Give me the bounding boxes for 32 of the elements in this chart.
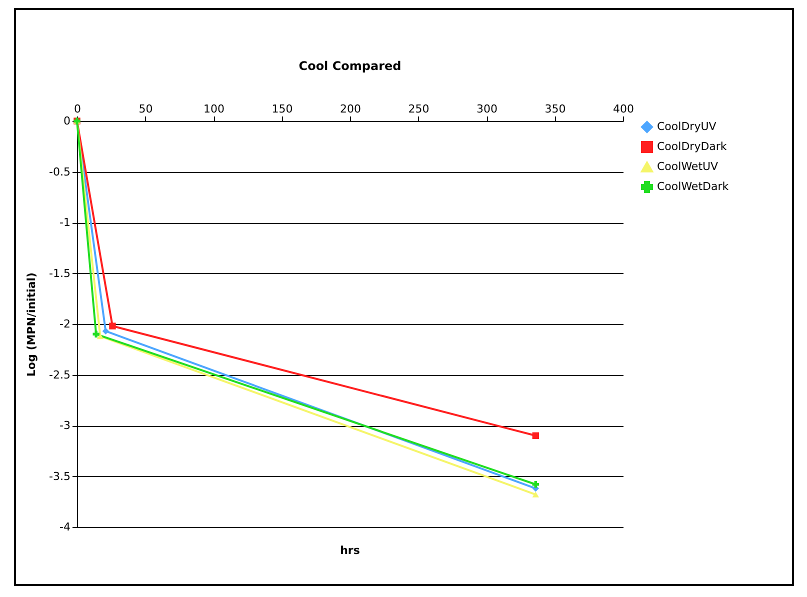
point	[532, 492, 539, 498]
legend-label: CoolDryUV	[657, 120, 717, 133]
x-tick-label: 250	[408, 102, 430, 116]
point	[532, 432, 539, 440]
y-tick-label: -1.5	[49, 266, 70, 280]
legend-label: CoolDryDark	[657, 140, 728, 153]
chart-title: Cool Compared	[298, 59, 402, 73]
x-tick-label: 200	[340, 102, 361, 116]
x-tick-label: 50	[138, 102, 153, 116]
y-tick-label: -2	[60, 318, 70, 330]
x-axis-title: hrs	[340, 544, 360, 557]
y-tick-label: -0.5	[49, 165, 70, 178]
x-tick-label: 350	[544, 102, 566, 116]
y-tick-label: -1	[60, 216, 70, 229]
x-tick-label: 300	[476, 102, 498, 116]
point	[92, 330, 100, 338]
legend-label: CoolWetDark	[657, 180, 730, 193]
x-tick-label: 400	[613, 102, 634, 116]
y-tick-label: -3	[60, 419, 70, 432]
x-tick-label: 0	[74, 102, 81, 116]
point	[532, 481, 539, 488]
y-tick-label: -3.5	[49, 470, 70, 483]
point	[96, 333, 104, 340]
legend-label: CoolWetUV	[657, 160, 719, 173]
x-tick-label: 150	[272, 102, 293, 116]
y-tick-label: 0	[64, 114, 70, 128]
y-tick-label: -4	[60, 520, 70, 534]
y-axis-title: Log (MPN/initial)	[25, 272, 38, 377]
x-tick-label: 100	[204, 102, 224, 116]
point	[102, 328, 110, 334]
point	[109, 322, 116, 330]
y-tick-label: -2.5	[49, 368, 70, 382]
